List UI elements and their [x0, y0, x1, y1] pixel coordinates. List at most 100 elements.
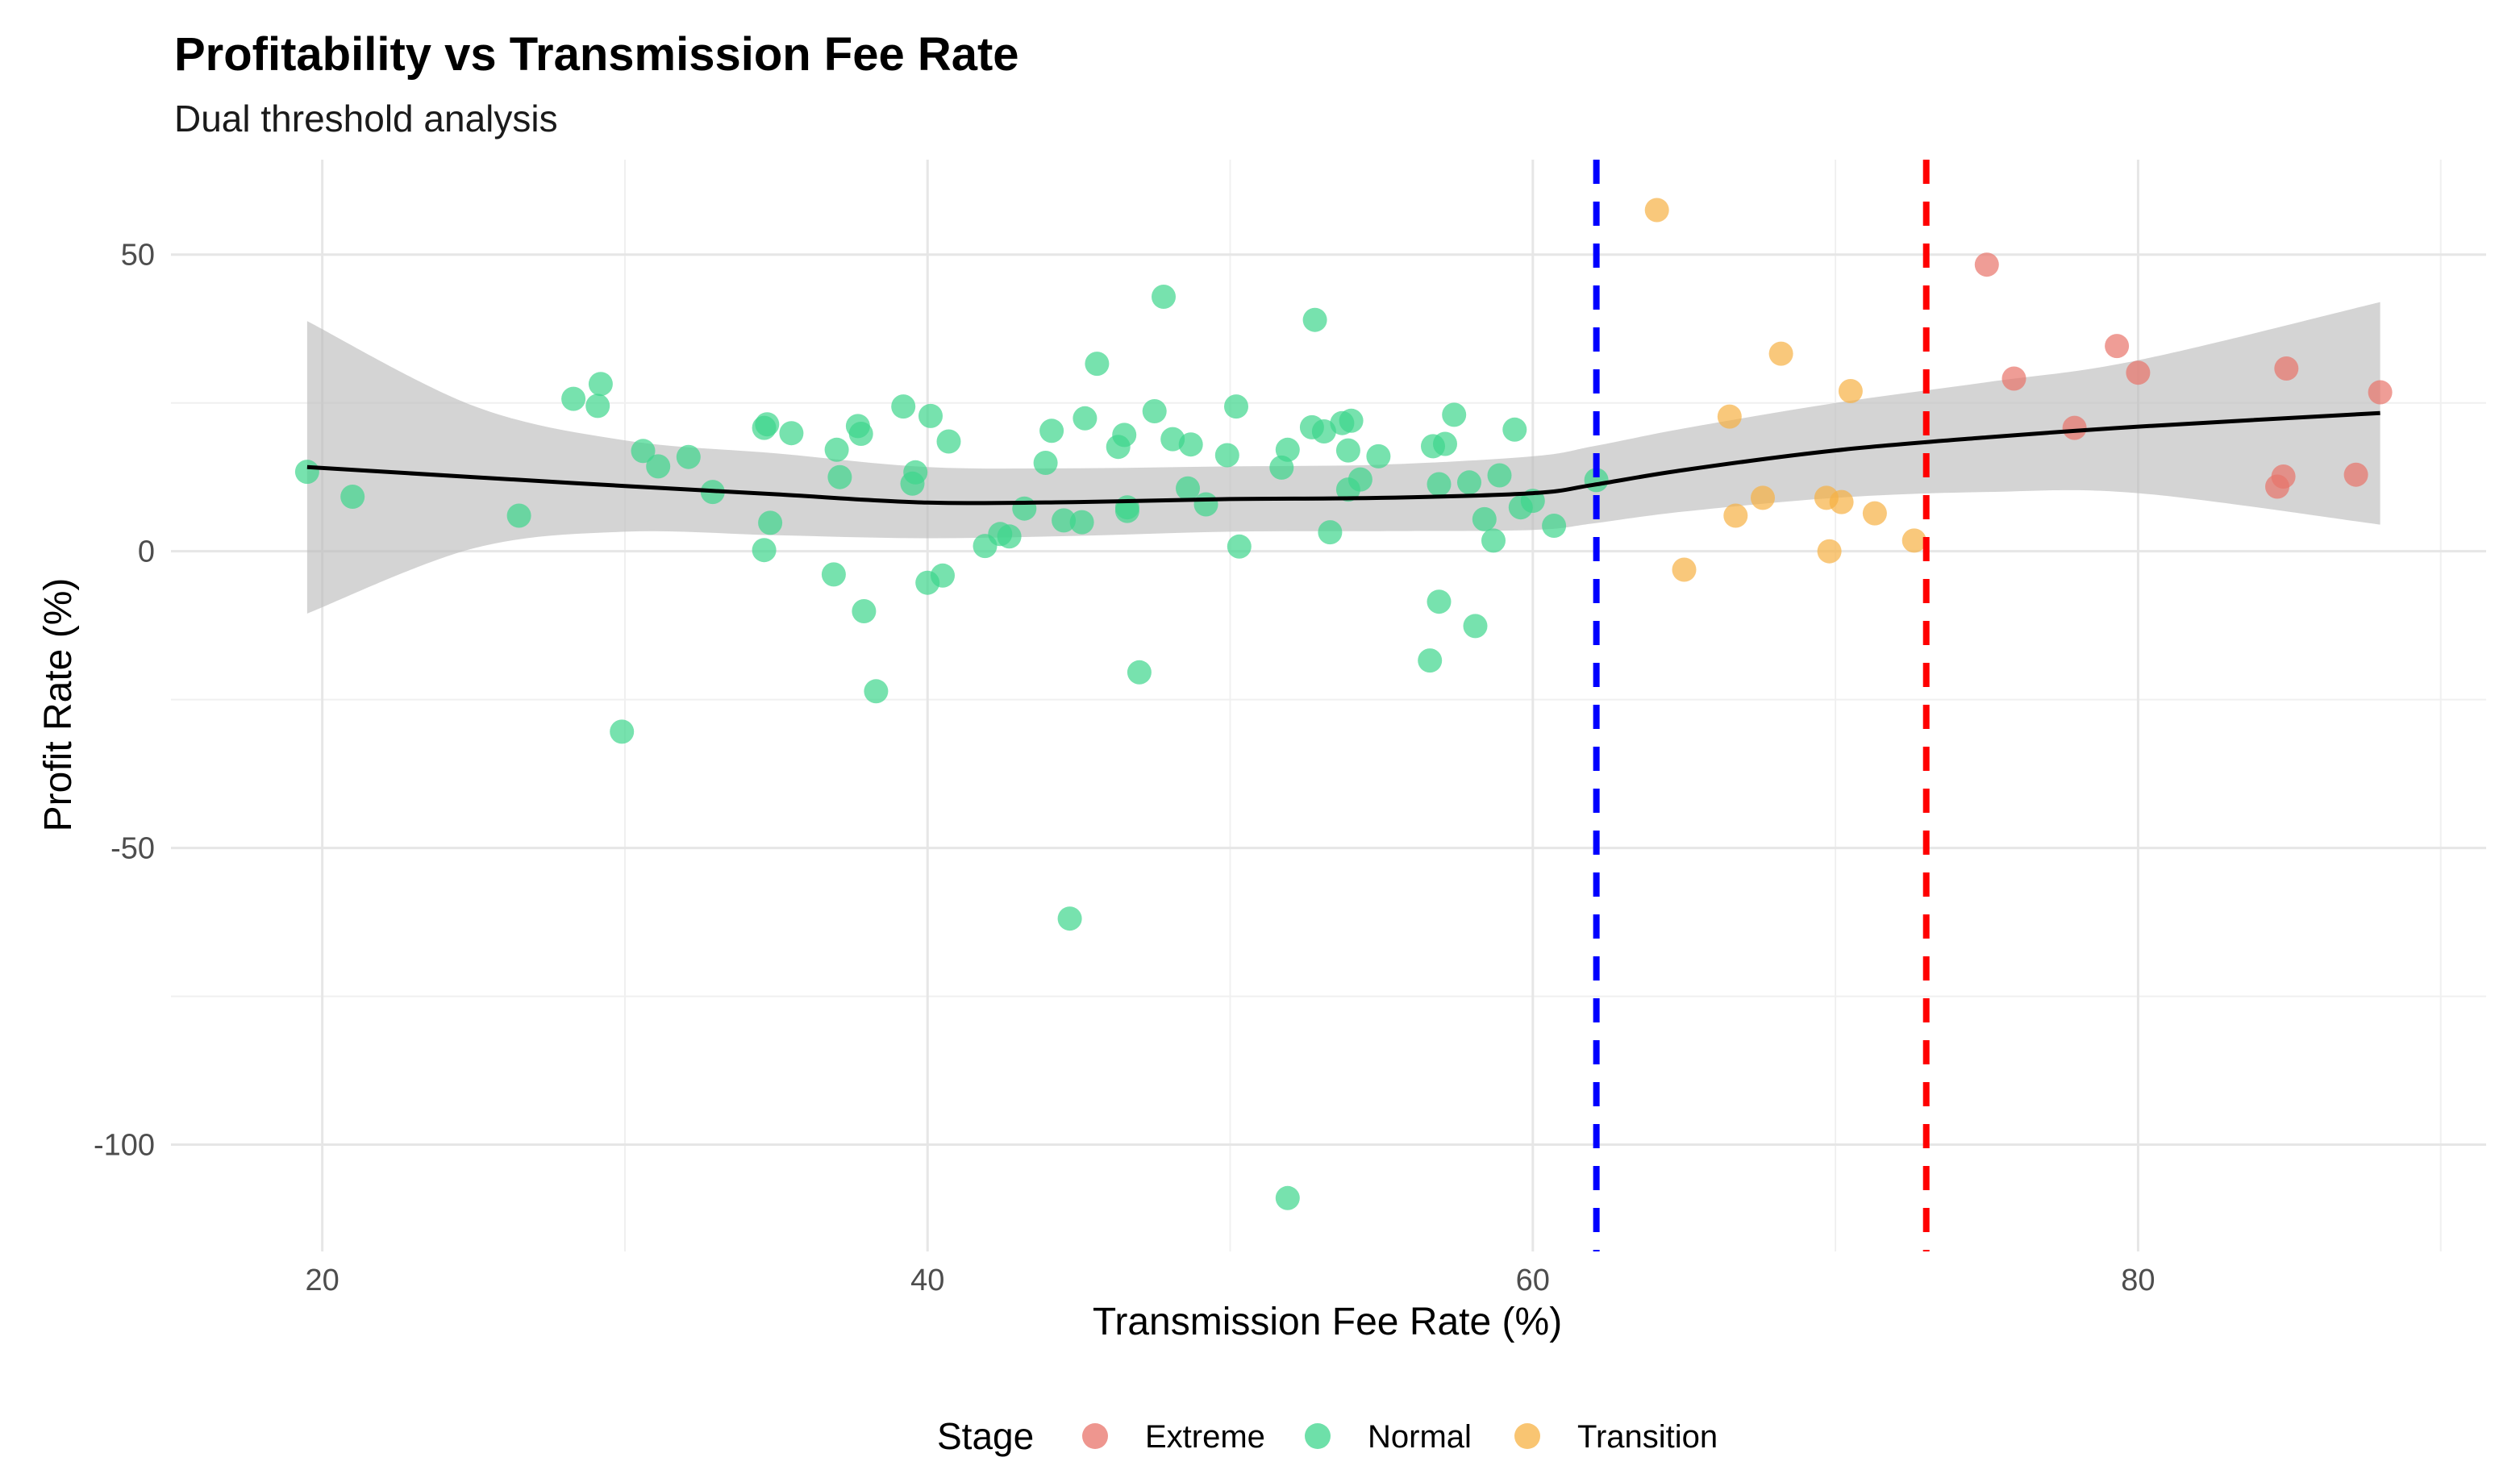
- data-point-normal: [646, 454, 671, 479]
- data-point-normal: [1112, 423, 1137, 448]
- data-point-transition: [1751, 485, 1775, 510]
- data-point-normal: [1178, 432, 1203, 457]
- data-point-normal: [1418, 648, 1443, 673]
- data-point-transition: [1901, 528, 1926, 553]
- data-point-transition: [1672, 557, 1697, 582]
- data-point-normal: [1457, 470, 1481, 495]
- data-point-transition: [1768, 341, 1793, 366]
- data-point-normal: [1033, 451, 1058, 475]
- y-tick-label: 50: [121, 239, 155, 273]
- legend-label-normal: Normal: [1368, 1419, 1472, 1455]
- data-point-normal: [1472, 506, 1497, 531]
- data-point-normal: [1463, 614, 1488, 639]
- data-point-normal: [1347, 467, 1372, 492]
- data-point-normal: [561, 386, 586, 411]
- data-point-normal: [1335, 438, 1360, 463]
- data-point-normal: [827, 464, 852, 489]
- data-point-extreme: [2271, 464, 2296, 489]
- data-point-extreme: [2126, 360, 2151, 385]
- x-axis-title: Transmission Fee Rate (%): [1093, 1301, 1562, 1343]
- legend: Stage Extreme Normal Transition: [937, 1415, 1718, 1457]
- data-point-normal: [1339, 408, 1364, 433]
- legend-key-extreme: [1082, 1423, 1108, 1449]
- data-point-normal: [918, 403, 943, 428]
- data-point-normal: [1039, 418, 1064, 443]
- data-point-normal: [891, 394, 916, 419]
- data-point-transition: [1838, 379, 1863, 403]
- major-gridlines: [171, 160, 2486, 1251]
- data-point-normal: [631, 439, 656, 464]
- data-point-normal: [1433, 431, 1457, 456]
- data-point-normal: [1152, 285, 1176, 309]
- data-point-normal: [1311, 419, 1336, 443]
- data-point-normal: [1224, 394, 1248, 419]
- data-point-normal: [676, 444, 701, 469]
- data-point-normal: [585, 393, 610, 418]
- data-point-normal: [1052, 508, 1077, 533]
- x-tick-label: 40: [910, 1264, 944, 1297]
- data-point-transition: [1723, 503, 1748, 528]
- trend-line: [306, 410, 2380, 506]
- data-point-normal: [1142, 399, 1167, 423]
- data-point-normal: [1227, 534, 1252, 559]
- data-point-transition: [1829, 489, 1854, 514]
- data-point-normal: [610, 719, 635, 744]
- threshold-lines-layer: [1593, 160, 1930, 1251]
- data-point-normal: [1073, 406, 1098, 431]
- y-axis-title: Profit Rate (%): [37, 578, 80, 832]
- x-axis-ticks: 20 40 60 80: [306, 1264, 2156, 1297]
- data-point-normal: [1069, 510, 1094, 535]
- data-point-normal: [848, 422, 873, 446]
- y-tick-label: 0: [138, 535, 155, 569]
- data-point-normal: [997, 524, 1022, 549]
- data-point-extreme: [2105, 334, 2130, 359]
- data-point-extreme: [2274, 356, 2299, 381]
- data-point-normal: [1127, 660, 1152, 685]
- data-point-normal: [821, 562, 846, 587]
- data-point-normal: [1481, 528, 1506, 553]
- data-point-normal: [1214, 443, 1239, 468]
- data-point-normal: [936, 429, 961, 454]
- legend-key-normal: [1305, 1423, 1331, 1449]
- data-point-normal: [1427, 589, 1452, 614]
- y-tick-label: -100: [94, 1129, 155, 1163]
- confidence-band: [306, 302, 2380, 614]
- data-point-normal: [1085, 352, 1110, 377]
- data-point-normal: [294, 460, 319, 485]
- data-point-normal: [758, 510, 783, 535]
- x-tick-label: 60: [1516, 1264, 1550, 1297]
- data-point-normal: [1160, 427, 1185, 452]
- data-point-normal: [506, 503, 531, 528]
- data-point-normal: [752, 538, 777, 563]
- data-point-normal: [1012, 496, 1037, 521]
- x-tick-label: 80: [2121, 1264, 2155, 1297]
- chart-title: Profitability vs Transmission Fee Rate: [174, 28, 1019, 81]
- data-point-normal: [1487, 463, 1512, 488]
- data-point-extreme: [1974, 252, 1999, 277]
- legend-key-transition: [1514, 1423, 1540, 1449]
- chart-subtitle: Dual threshold analysis: [174, 98, 558, 139]
- data-point-normal: [903, 460, 928, 485]
- data-points-layer: [294, 198, 2393, 1210]
- x-tick-label: 20: [306, 1264, 339, 1297]
- data-point-normal: [1302, 307, 1327, 332]
- data-point-normal: [1442, 402, 1467, 427]
- data-point-normal: [1193, 492, 1218, 517]
- data-point-normal: [1502, 417, 1527, 442]
- data-point-normal: [340, 485, 365, 509]
- legend-label-transition: Transition: [1577, 1419, 1718, 1455]
- data-point-normal: [1275, 437, 1300, 462]
- confidence-band-layer: [306, 302, 2380, 614]
- legend-title: Stage: [937, 1415, 1034, 1457]
- y-axis-ticks: 50 0 -50 -100: [94, 239, 155, 1163]
- data-point-extreme: [2368, 380, 2393, 405]
- data-point-transition: [1862, 501, 1887, 526]
- data-point-normal: [1318, 520, 1343, 545]
- data-point-normal: [864, 679, 889, 704]
- data-point-normal: [931, 563, 955, 588]
- data-point-extreme: [2062, 415, 2087, 440]
- data-point-normal: [1366, 443, 1391, 468]
- data-point-normal: [1057, 906, 1082, 931]
- data-point-transition: [1717, 404, 1742, 429]
